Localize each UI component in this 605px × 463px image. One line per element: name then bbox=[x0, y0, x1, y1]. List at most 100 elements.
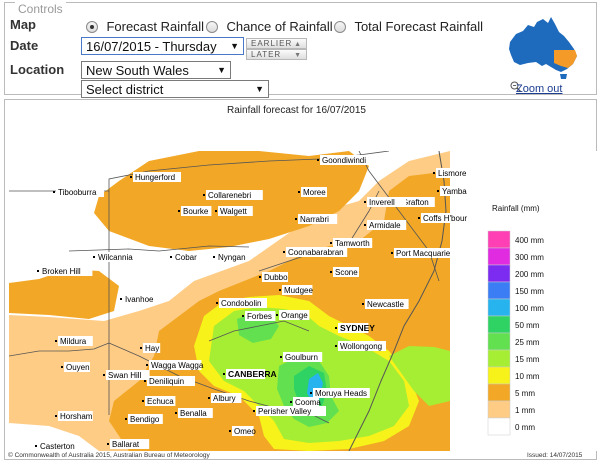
town-label: Hungerford bbox=[135, 173, 175, 182]
town-label-bg bbox=[56, 187, 104, 197]
town-dot bbox=[330, 271, 332, 273]
town-dot bbox=[283, 251, 285, 253]
legend-label: 400 mm bbox=[515, 236, 544, 245]
town-dot bbox=[140, 347, 142, 349]
town-label-bg bbox=[173, 252, 199, 262]
radio-total-forecast-rainfall-dot[interactable] bbox=[334, 20, 346, 33]
town-label: Condobolin bbox=[221, 299, 261, 308]
town-dot bbox=[146, 364, 148, 366]
town-label-bg bbox=[367, 197, 407, 207]
town-label-bg bbox=[256, 406, 326, 416]
town-label: Inverell bbox=[369, 198, 395, 207]
town-label-bg bbox=[338, 323, 369, 333]
chevron-down-icon: ▼ bbox=[255, 84, 264, 94]
town-dot bbox=[144, 380, 146, 382]
town-label-bg bbox=[133, 172, 181, 182]
radio-chance-of-rainfall-dot[interactable] bbox=[206, 20, 218, 33]
town-label: Echuca bbox=[147, 397, 174, 406]
town-label-bg bbox=[178, 408, 213, 418]
town-dot bbox=[55, 415, 57, 417]
town-label: Newcastle bbox=[367, 300, 404, 309]
district-select-value: Select district bbox=[86, 82, 164, 97]
legend-swatch bbox=[487, 417, 511, 436]
town-labels: Goondiwindi Hungerford Lismore Moree Yamba Ti… bbox=[35, 155, 478, 451]
town-label: Deniliquin bbox=[149, 377, 184, 386]
town-label: Ouyen bbox=[66, 363, 90, 372]
magnifier-icon[interactable] bbox=[510, 81, 521, 92]
town-label-bg bbox=[313, 388, 370, 398]
town-dot bbox=[335, 327, 337, 329]
town-label-bg bbox=[40, 266, 93, 276]
map-label: Map bbox=[10, 17, 36, 32]
legend-label: 15 mm bbox=[515, 355, 540, 364]
town-label-bg bbox=[106, 370, 150, 380]
legend-swatch bbox=[487, 400, 511, 419]
town-dot bbox=[418, 217, 420, 219]
town-label: Tamworth bbox=[335, 239, 370, 248]
town-label-bg bbox=[440, 186, 466, 196]
town-label: Wollongong bbox=[340, 342, 382, 351]
chevron-down-icon: ▼ bbox=[217, 65, 226, 75]
radio-forecast-rainfall[interactable]: Forecast Rainfall bbox=[86, 18, 204, 36]
town-dot bbox=[437, 190, 439, 192]
town-dot bbox=[335, 345, 337, 347]
town-label-bg bbox=[58, 411, 93, 421]
legend-swatch bbox=[487, 230, 511, 249]
town-label: Narrabri bbox=[300, 215, 329, 224]
earlier-button[interactable]: EARLIER ▲ bbox=[246, 38, 307, 49]
radio-chance-of-rainfall[interactable]: Chance of Rainfall bbox=[206, 18, 333, 36]
town-label: Swan Hill bbox=[108, 371, 142, 380]
radio-forecast-rainfall-dot[interactable] bbox=[86, 20, 98, 33]
earlier-button-label: EARLIER bbox=[251, 39, 293, 48]
legend-label: 300 mm bbox=[515, 253, 544, 262]
legend-swatch bbox=[487, 383, 511, 402]
legend-label: 100 mm bbox=[515, 304, 544, 313]
district-select[interactable]: Select district ▼ bbox=[81, 80, 269, 98]
town-label: Mudgee bbox=[284, 286, 313, 295]
town-dot bbox=[61, 366, 63, 368]
controls-panel: Controls bbox=[4, 2, 597, 95]
australia-locator-map[interactable] bbox=[506, 12, 584, 80]
town-label: Scone bbox=[335, 268, 358, 277]
issued-text: Issued: 14/07/2015 bbox=[527, 452, 583, 459]
legend-swatch bbox=[487, 298, 511, 317]
town-dot bbox=[253, 410, 255, 412]
town-label: Omeo bbox=[234, 427, 256, 436]
town-dot bbox=[276, 314, 278, 316]
town-label: Wagga Wagga bbox=[151, 361, 204, 370]
town-label: Forbes bbox=[247, 312, 272, 321]
town-label: Tibooburra bbox=[58, 188, 97, 197]
town-label-bg bbox=[320, 155, 373, 165]
legend-title: Rainfall (mm) bbox=[492, 204, 540, 213]
town-label: Bendigo bbox=[130, 415, 160, 424]
radio-total-forecast-rainfall[interactable]: Total Forecast Rainfall bbox=[334, 18, 483, 36]
town-label: Lismore bbox=[438, 169, 467, 178]
town-dot bbox=[290, 401, 292, 403]
town-dot bbox=[170, 256, 172, 258]
rain-15mm-east bbox=[389, 346, 450, 406]
state-select[interactable]: New South Wales ▼ bbox=[81, 61, 231, 79]
town-dot bbox=[130, 176, 132, 178]
town-label: Albury bbox=[213, 394, 236, 403]
town-label: Nyngan bbox=[218, 253, 246, 262]
radio-chance-of-rainfall-label: Chance of Rainfall bbox=[226, 19, 333, 34]
later-button[interactable]: LATER ▼ bbox=[246, 49, 307, 60]
legend-label: 150 mm bbox=[515, 287, 544, 296]
town-dot bbox=[242, 315, 244, 317]
date-select[interactable]: 16/07/2015 - Thursday ▼ bbox=[81, 37, 244, 55]
town-dot bbox=[203, 194, 205, 196]
map-title: Rainfall forecast for 16/07/2015 bbox=[227, 105, 366, 116]
town-label-bg bbox=[421, 213, 478, 223]
town-label-bg bbox=[147, 376, 195, 386]
town-label: Ballarat bbox=[112, 440, 140, 449]
radio-forecast-rainfall-label: Forecast Rainfall bbox=[106, 19, 204, 34]
town-dot bbox=[213, 256, 215, 258]
town-dot bbox=[35, 445, 37, 447]
town-label-bg bbox=[181, 206, 212, 216]
town-dot bbox=[55, 340, 57, 342]
controls-title: Controls bbox=[15, 2, 66, 16]
zoom-out-link[interactable]: Zoom out bbox=[516, 83, 563, 95]
town-dot bbox=[364, 201, 366, 203]
town-label-bg bbox=[38, 441, 82, 451]
town-label: Hay bbox=[145, 344, 159, 353]
